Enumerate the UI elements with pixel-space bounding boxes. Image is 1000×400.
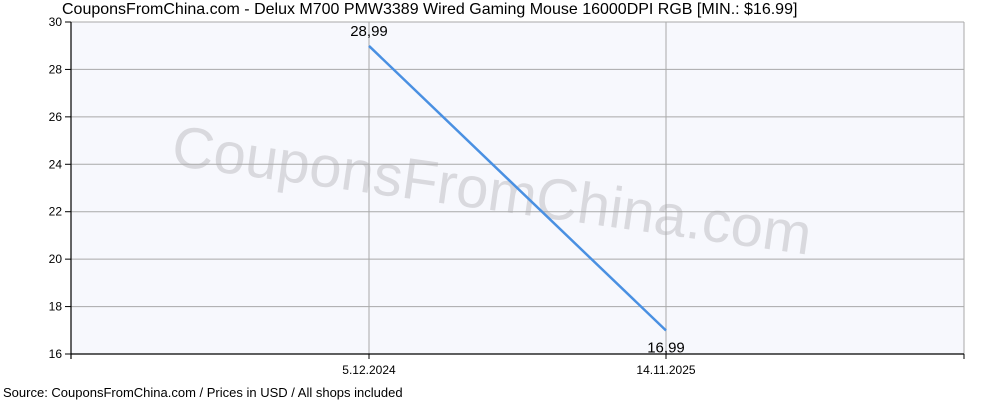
y-tick-label: 16 xyxy=(49,347,63,361)
source-note: Source: CouponsFromChina.com / Prices in… xyxy=(3,385,403,400)
data-label-min: 16,99 xyxy=(647,340,685,357)
y-tick-label: 30 xyxy=(49,15,63,29)
chart-title: CouponsFromChina.com - Delux M700 PMW338… xyxy=(62,1,798,18)
x-tick-label: 5.12.2024 xyxy=(342,363,396,377)
y-tick-label: 22 xyxy=(49,205,63,219)
y-tick-label: 26 xyxy=(49,110,63,124)
y-tick-label: 20 xyxy=(49,252,63,266)
y-tick-label: 28 xyxy=(49,62,63,76)
x-tick-label: 14.11.2025 xyxy=(636,363,695,377)
price-line xyxy=(368,45,667,332)
y-tick-label: 24 xyxy=(49,157,63,171)
data-label-max: 28,99 xyxy=(350,23,388,40)
y-tick-label: 18 xyxy=(49,300,63,314)
